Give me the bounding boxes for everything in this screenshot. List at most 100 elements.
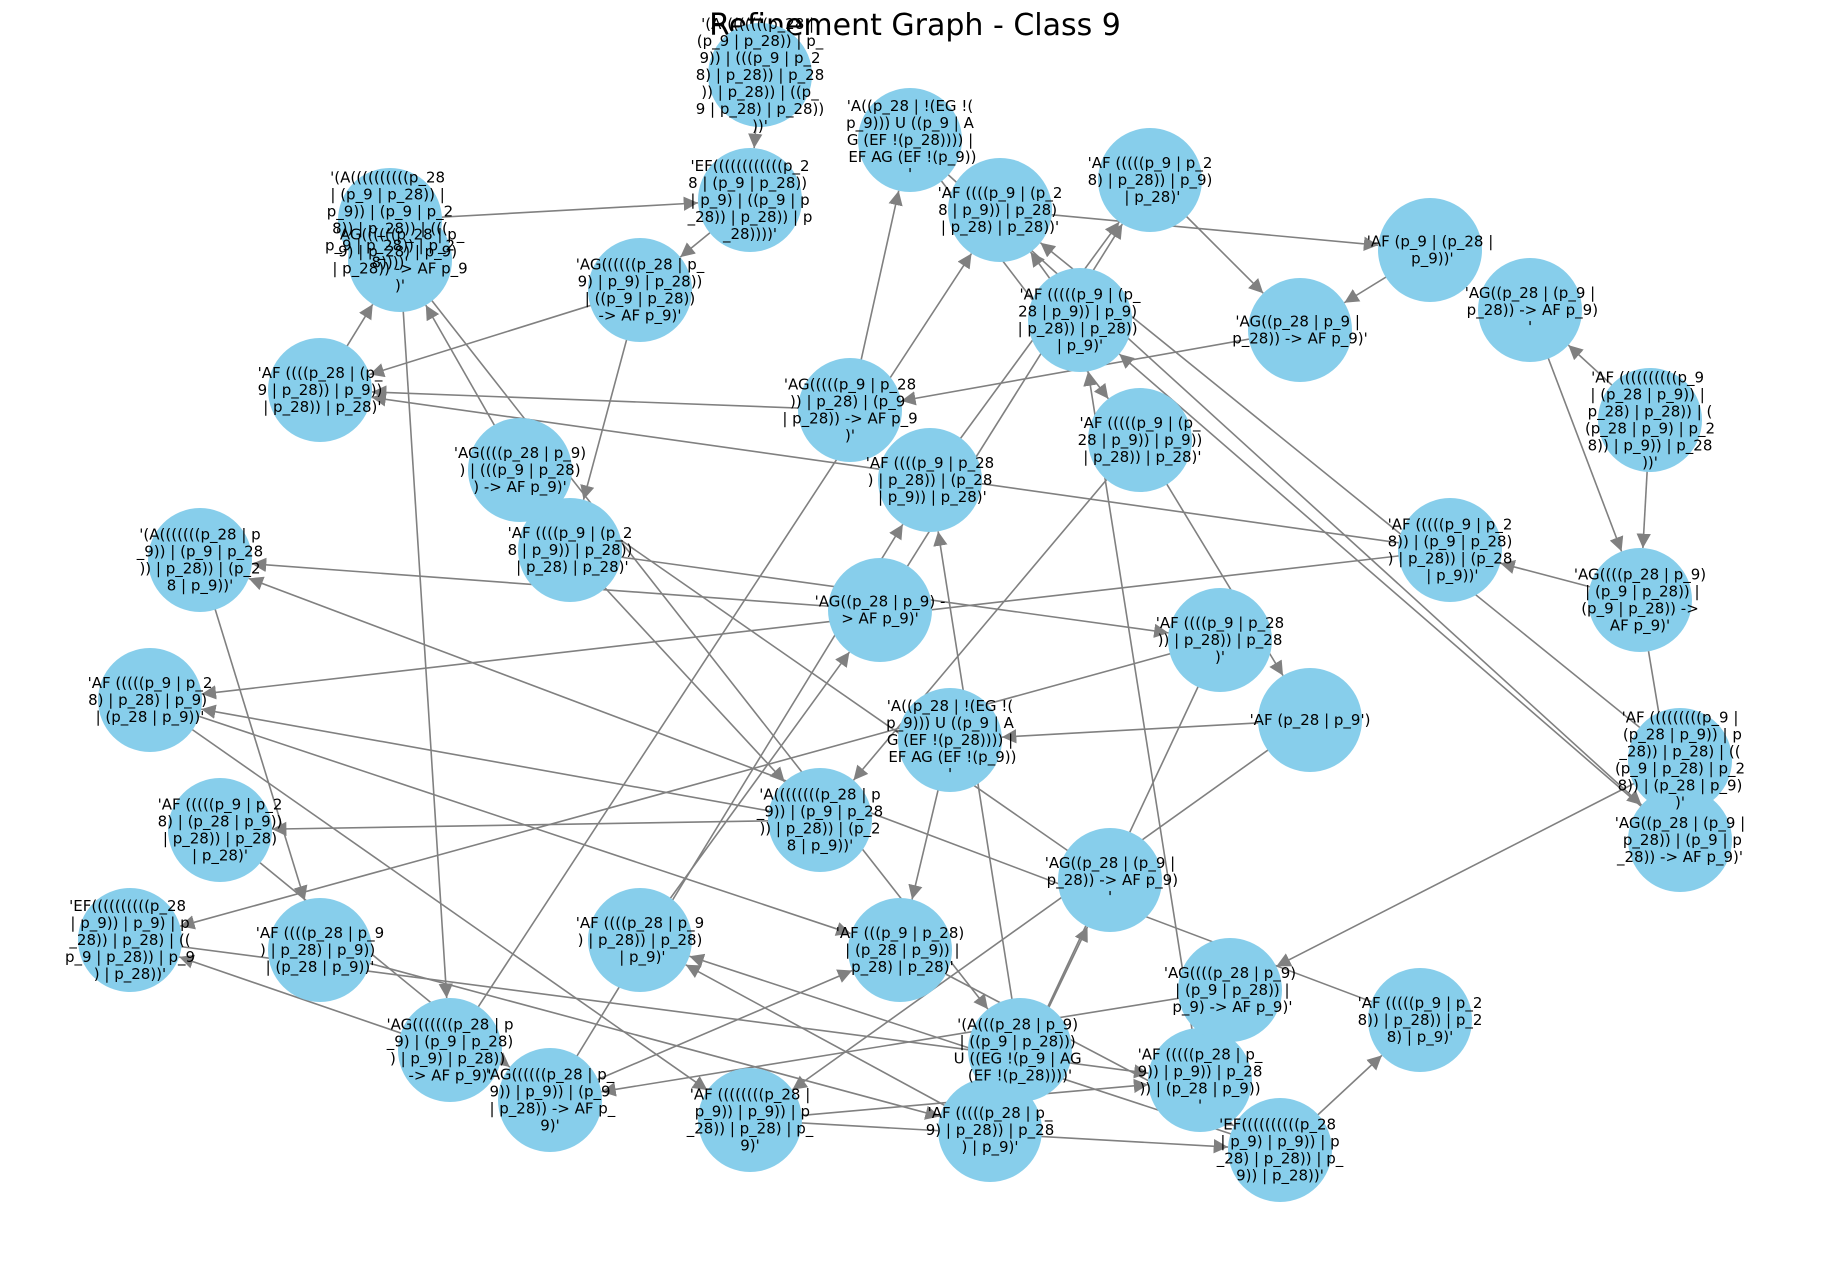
node-label: 'AF ((((p_9 | p_28) | p_28)) | (p_28 | p… xyxy=(866,454,994,507)
graph-node xyxy=(1058,828,1162,932)
graph-node xyxy=(1478,258,1582,362)
graph-node xyxy=(948,158,1052,262)
graph-node xyxy=(1098,128,1202,232)
node-label: '(A(((((((p_28 | p _9)) | (p_9 | p_28)) |… xyxy=(136,526,263,596)
graph-node xyxy=(938,1078,1042,1182)
node-label: 'AF (((p_9 | p_28) | (p_28 | p_9)) | p_2… xyxy=(836,924,964,977)
node-label: 'EF((((((((((p_28 | p_9) | p_9)) | p _28)… xyxy=(1216,1116,1344,1186)
graph-node xyxy=(1628,708,1732,812)
node-label: 'EF((((((((((p_28 | p_9)) | p_9) | p _28)… xyxy=(65,897,195,984)
node-label: 'EF((((((((((((p_2 8 | (p_9 | p_28)) | p_… xyxy=(687,157,813,244)
graph-node xyxy=(1398,498,1502,602)
node-label: 'AF (((((p_9 | p_2 8) | (p_28 | p_9)) | p… xyxy=(158,796,283,866)
graph-node xyxy=(518,498,622,602)
graph-edge xyxy=(685,964,991,1131)
node-label: 'AG((p_28 | (p_9 | p_28)) -> AF p_9) ' xyxy=(1042,854,1178,906)
graph-node xyxy=(168,778,272,882)
graph-node xyxy=(268,338,372,442)
graph-edge xyxy=(371,385,851,411)
node-label: 'AG((p_28 | (p_9 | p_28)) -> AF p_9) ' xyxy=(1462,284,1598,336)
graph-node xyxy=(968,998,1072,1102)
graph-node xyxy=(1178,938,1282,1042)
graph-edge xyxy=(569,549,786,783)
graph-node xyxy=(708,23,812,127)
graph-edge xyxy=(999,209,1379,252)
node-label: 'AG((((((p_28 | p_ 9)) | p_9)) | (p_9 | p… xyxy=(485,1066,616,1135)
graph-node xyxy=(898,688,1002,792)
graph-edge xyxy=(201,549,1451,700)
node-label: 'AF (p_9 | (p_28 | p_9))' xyxy=(1367,233,1494,269)
graph-node xyxy=(588,238,692,342)
graph-node xyxy=(348,208,452,312)
node-label: 'AF (((((p_9 | p_2 8)) | (p_9 | p_28)) | … xyxy=(1388,516,1513,586)
node-label: 'AG((((p_28 | p_9)) | (((p_9 | p_28)) ->… xyxy=(454,444,586,497)
graph-edge xyxy=(1083,371,1201,1081)
node-label: 'AF ((((p_9 | p_28)) | p_28)) | p_28)' xyxy=(1156,614,1284,666)
node-label: 'AG((p_28 | p_9 | p_28)) -> AF p_9)' xyxy=(1232,313,1368,349)
graph-node xyxy=(1168,588,1272,692)
graph-node xyxy=(698,148,802,252)
graph-edge xyxy=(1039,242,1681,761)
graph-node xyxy=(1628,788,1732,892)
node-label: '(A(((p_28 | p_9) | ((p_9 | p_28))) U ((… xyxy=(954,1016,1087,1086)
graph-node xyxy=(1378,198,1482,302)
graph-node xyxy=(848,898,952,1002)
graph-edge xyxy=(399,259,989,1010)
graph-node xyxy=(398,998,502,1102)
graph-node xyxy=(98,648,202,752)
graph-edge xyxy=(929,221,1120,481)
node-label: 'AF ((((((((p_28 | p_9)) | p_9)) | p _28)… xyxy=(686,1086,814,1155)
node-label: 'AF (((((p_9 | (p_ 28 | p_9)) | p_9) | p_… xyxy=(1018,286,1143,356)
graph-node xyxy=(1368,968,1472,1072)
node-label: '(A((((((((((p_28 | (p_9 | p_28)) | p_9)… xyxy=(325,169,455,272)
node-label: 'AG(((((p_9 | p_28)) | p_28) | (p_9 | p_… xyxy=(782,376,917,445)
node-label: 'AF (((((p_28 | p_ 9) | p_28)) | p_28) | … xyxy=(926,1104,1055,1157)
node-label: 'AF (((((((((p_9 | (p_28 | p_9)) | p _28)… xyxy=(1615,709,1745,812)
graph-node xyxy=(1258,668,1362,772)
graph-node xyxy=(878,428,982,532)
graph-edge xyxy=(179,639,1221,930)
node-label: 'AF (p_28 | p_9') xyxy=(1250,711,1371,730)
graph-node xyxy=(698,1068,802,1172)
graph-node xyxy=(1588,548,1692,652)
node-label: 'AF (((((p_9 | p_2 8) | p_28) | p_9) | (p… xyxy=(88,674,213,727)
node-label: 'AG((((p_28 | p_9) | (p_9 | p_28)) | p_9… xyxy=(1164,964,1296,1017)
graph-edge xyxy=(199,559,308,901)
node-label: 'AF ((((((((((p_9 | (p_28 | p_9)) | p_28… xyxy=(1585,369,1715,472)
node-label: 'AG((((p_28 | p_9) | (p_9 | p_28)) | (p_… xyxy=(1574,566,1706,636)
graph-edge xyxy=(399,259,453,999)
labels-layer: '(A((((((((p_28 | (p_9 | p_28)) | p_ 9)) … xyxy=(65,15,1745,1186)
node-label: 'AF (((((p_28 | p_ 9)) | p_9)) | p_28)) |… xyxy=(1138,1046,1263,1115)
node-label: '(A((((((((p_28 | (p_9 | p_28)) | p_ 9)) … xyxy=(696,15,825,135)
graph-edge xyxy=(639,651,851,941)
graph-node xyxy=(1248,278,1352,382)
graph-node xyxy=(498,1048,602,1152)
node-label: 'AF ((((p_28 | p_9) | p_28) | p_9)) | (p… xyxy=(256,924,384,977)
graph-node xyxy=(268,898,372,1002)
node-label: 'AG((((((p_28 | p_ 9) | p_9) | p_28)) | (… xyxy=(576,256,705,326)
node-label: 'AF ((((p_28 | p_9) | p_28)) | p_28) | p… xyxy=(576,914,704,967)
graph-edge xyxy=(562,499,1111,881)
node-label: 'AG((p_28 | p_9) -> AF p_9)' xyxy=(815,593,946,629)
node-label: 'AF (((((p_9 | p_2 8)) | p_28)) | p_2 8) |… xyxy=(1358,994,1483,1047)
graph-edge xyxy=(149,699,851,936)
graph-edge xyxy=(601,989,1231,1097)
graph-node xyxy=(798,358,902,462)
node-label: 'AG(((((((p_28 | p _9) | (p_9 | p_28)) | … xyxy=(386,1016,514,1086)
graph-node xyxy=(858,88,962,192)
graph-node xyxy=(768,768,872,872)
graph-edge xyxy=(1275,759,1681,968)
graph-node xyxy=(1088,388,1192,492)
graph-edge xyxy=(1118,353,1681,841)
node-label: 'AF (((((p_9 | p_2 8) | p_28)) | p_9) | p… xyxy=(1088,154,1213,207)
node-label: 'AF ((((p_28 | (p_ 9 | p_28)) | p_9)) | p… xyxy=(258,364,383,417)
graph-node xyxy=(588,888,692,992)
node-label: 'AF (((((p_9 | (p_ 28 | p_9)) | p_9)) | p… xyxy=(1078,414,1203,467)
node-label: 'AF ((((p_9 | (p_2 8 | p_9)) | p_28)) | p… xyxy=(508,524,633,577)
graph-edge xyxy=(271,819,821,837)
graph-edge xyxy=(549,969,853,1101)
node-label: 'A((((((((p_28 | p _9)) | (p_9 | p_28)) |… xyxy=(756,786,883,856)
node-label: 'AF ((((p_9 | (p_2 8 | p_9)) | p_28) | p_… xyxy=(938,184,1063,237)
